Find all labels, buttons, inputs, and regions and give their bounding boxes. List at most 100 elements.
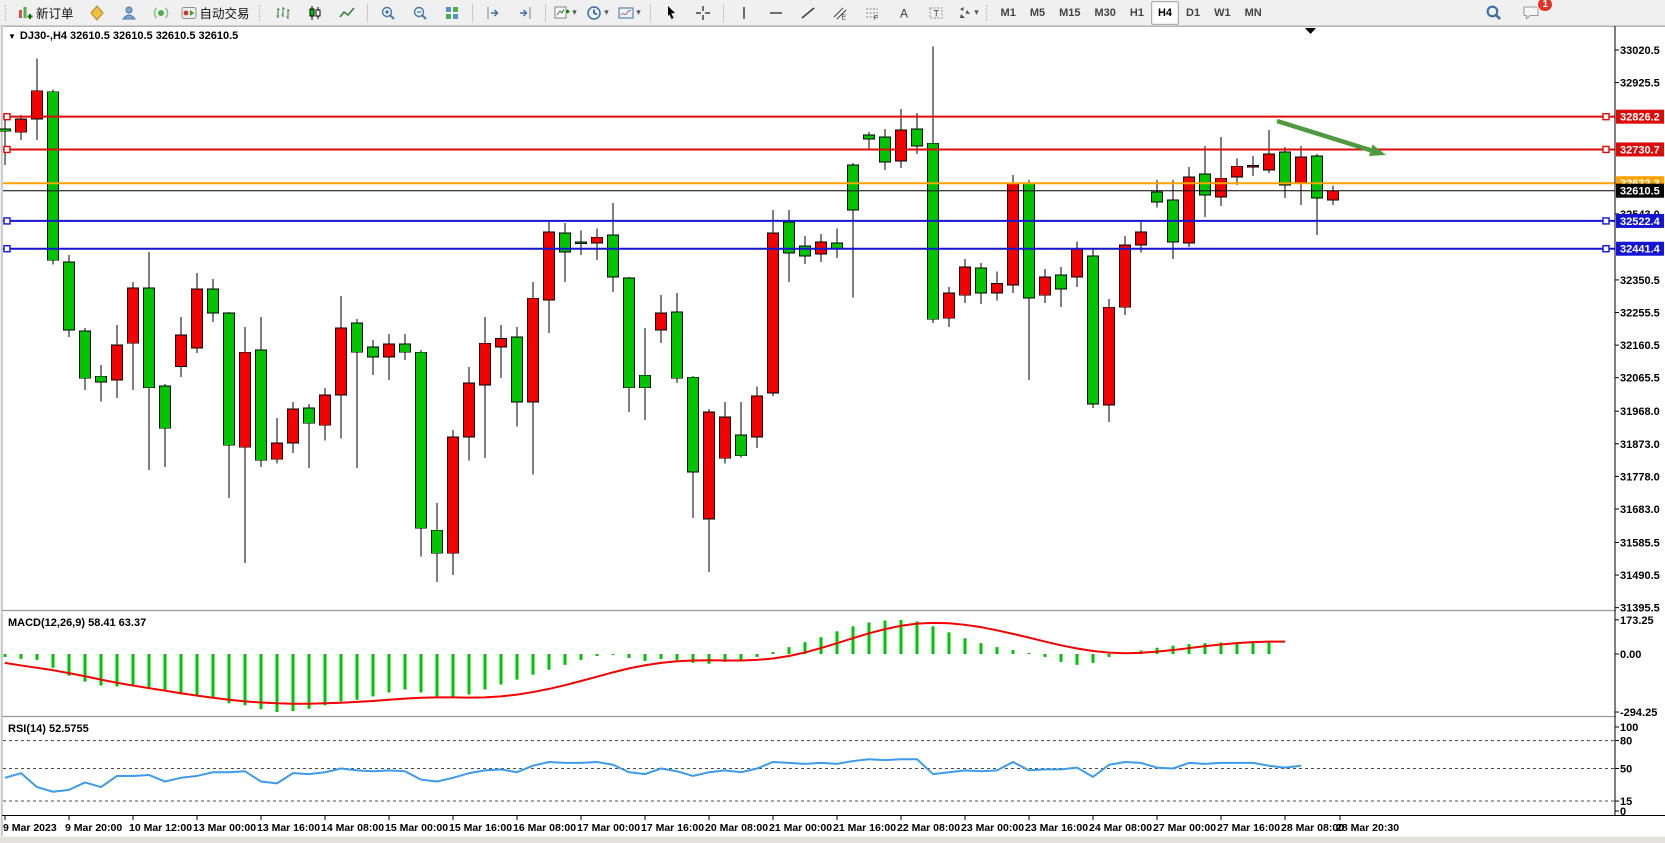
candle-body [1327,190,1339,201]
collapse-triangle-icon[interactable]: ▼ [8,32,16,41]
timeframe-button-h1[interactable]: H1 [1129,6,1144,19]
hline-price-badge-text: 32826.2 [1620,112,1660,124]
text-tool[interactable]: A [888,1,920,25]
templates-dropdown[interactable]: ▾ [614,1,646,25]
hline-handle[interactable] [1602,112,1610,121]
crosshair-tool-button[interactable] [687,1,719,25]
candle-body [335,327,347,396]
text-icon: A [896,5,912,21]
time-tick-label: 17 Mar 16:00 [641,822,704,834]
line-chart-mode-button[interactable] [331,1,363,25]
candle-body [1135,231,1147,246]
hline-handle[interactable] [3,217,11,225]
candle-body [79,330,91,379]
candle-body [591,236,603,244]
toolbar-separator [366,3,368,22]
tile-windows-button[interactable] [436,1,468,25]
candle-body [575,241,587,244]
candle-body [527,297,539,403]
vertical-line-tool[interactable] [728,1,760,25]
timeframe-button-w1[interactable]: W1 [1214,6,1231,19]
candle-body [47,91,59,261]
macd-axis-label: -294.25 [1620,707,1657,719]
timeframe-button-m5[interactable]: M5 [1029,6,1046,19]
candle-body [63,261,75,331]
dropdown-caret: ▾ [974,7,979,17]
auto-scroll-button[interactable] [509,1,541,25]
cursor-tool-button[interactable] [655,1,687,25]
horizontal-line-tool[interactable] [760,1,792,25]
rsi-indicator-label: RSI(14) 52.5755 [8,723,89,735]
channel-tool[interactable]: E [824,1,856,25]
signals-button[interactable] [145,1,177,25]
hline-handle[interactable] [1602,145,1610,154]
candle-body [639,374,651,389]
timeframe-button-d1[interactable]: D1 [1186,6,1201,19]
candle-body [1199,173,1211,196]
timeframe-button-m30[interactable]: M30 [1094,6,1116,19]
periods-dropdown[interactable]: ▾ [582,1,614,25]
symbols-button[interactable] [81,1,113,25]
new-chart-dropdown[interactable]: ▾ [550,1,582,25]
candle-body [687,376,699,473]
price-tick-label: 31968.0 [1620,406,1660,418]
candle-body [495,338,507,348]
hline-handle[interactable] [1602,245,1610,253]
bar-chart-mode-button[interactable] [267,1,299,25]
time-tick-label: 10 Mar 12:00 [129,822,192,834]
candle-body [367,346,379,358]
rsi-pane [3,740,1615,802]
fibonacci-icon: F [864,5,880,21]
candle-body [143,287,155,389]
candle-body [1231,165,1243,178]
hline-price-badge [1616,213,1664,228]
hline-handle[interactable] [3,112,11,121]
tile-windows-icon [444,5,460,21]
new-order-button[interactable]: 新订单 [13,1,81,25]
timeframe-button-m15[interactable]: M15 [1059,6,1081,19]
hline-handle[interactable] [3,145,11,154]
scroll-marker-icon[interactable] [1305,28,1316,34]
candle-body [1007,182,1019,286]
label-tool[interactable]: T [920,1,952,25]
zoom-out-button[interactable] [404,1,436,25]
trend-arrow-annotation[interactable] [1276,118,1372,153]
trendline-icon [800,5,816,21]
crosshair-icon [695,5,711,21]
fibonacci-tool[interactable]: F [856,1,888,25]
price-tick-label: 31873.0 [1620,439,1660,451]
candle-body [895,129,907,162]
new-order-icon [17,5,33,21]
dropdown-caret: ▾ [572,7,577,17]
search-button[interactable] [1477,1,1509,25]
candlestick-icon [307,5,323,21]
candle-body [175,334,187,367]
svg-text:E: E [841,14,846,21]
candle-body [1039,276,1051,296]
market-depth-button[interactable] [113,1,145,25]
autotrading-button[interactable]: 自动交易 [177,1,257,25]
hline-handle[interactable] [3,245,11,253]
notifications-button[interactable]: 1 [1515,0,1553,25]
cursor-icon [663,5,679,21]
candle-body [1103,306,1115,406]
timeframe-button-m1[interactable]: M1 [1000,6,1016,19]
candle-body [31,90,43,120]
trendline-tool[interactable] [792,1,824,25]
arrows-dropdown[interactable]: ▾ [952,1,984,25]
auto-scroll-icon [517,5,533,21]
notification-badge: 1 [1537,0,1553,12]
search-icon [1485,4,1502,21]
timeframe-button-h4[interactable]: H4 [1150,0,1180,25]
candle-body [1071,247,1083,278]
time-tick-label: 9 Mar 20:00 [65,822,122,834]
timeframe-button-mn[interactable]: MN [1244,6,1262,19]
candle-body [975,267,987,294]
zoom-in-button[interactable] [372,1,404,25]
candlestick-mode-button[interactable] [299,1,331,25]
hline-handle[interactable] [1602,217,1610,225]
main-toolbar: 新订单 自动交易 ▾ ▾ ▾ E F A T ▾ M1 M5 M15 M30 H1 H4 D… [0,0,1665,26]
time-tick-label: 9 Mar 2023 [3,822,57,834]
chart-shift-button[interactable] [477,1,509,25]
